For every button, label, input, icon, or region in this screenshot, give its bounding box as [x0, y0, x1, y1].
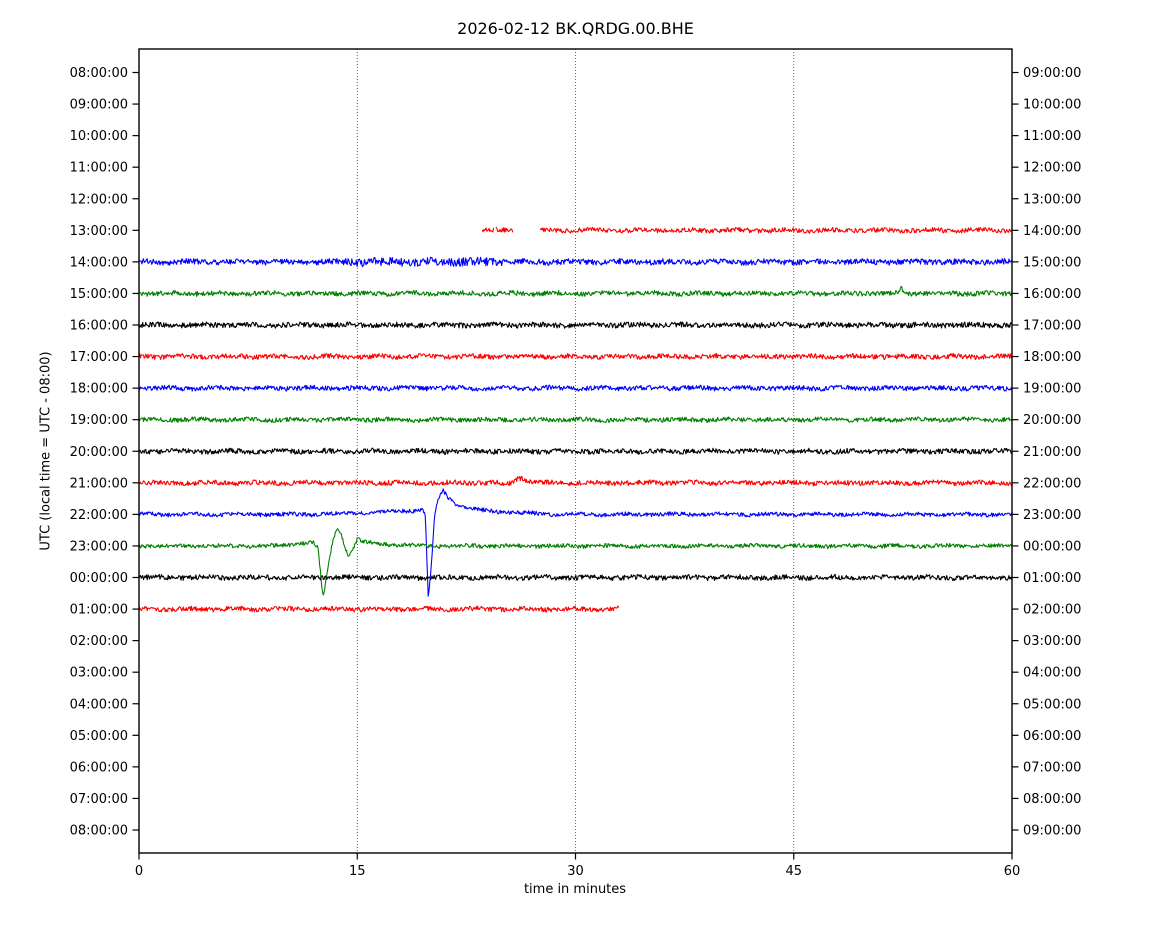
right-tick-label: 16:00:00 [1023, 287, 1081, 302]
x-tick-label: 30 [567, 864, 584, 879]
right-tick-label: 14:00:00 [1023, 224, 1081, 239]
right-tick-label: 21:00:00 [1023, 445, 1081, 460]
left-tick-label: 12:00:00 [70, 192, 128, 207]
x-tick-label: 15 [349, 864, 366, 879]
left-tick-label: 19:00:00 [70, 413, 128, 428]
left-tick-label: 16:00:00 [70, 319, 128, 334]
left-tick-label: 03:00:00 [70, 666, 128, 681]
left-tick-label: 21:00:00 [70, 476, 128, 491]
trace-21:00:00 [138, 475, 1013, 487]
trace-23:00:00 [138, 528, 1013, 596]
left-tick-label: 04:00:00 [70, 697, 128, 712]
left-tick-label: 01:00:00 [70, 603, 128, 618]
left-tick-label: 22:00:00 [70, 508, 128, 523]
left-tick-label: 11:00:00 [70, 161, 128, 176]
left-tick-label: 09:00:00 [70, 98, 128, 113]
right-tick-label: 03:00:00 [1023, 634, 1081, 649]
right-tick-label: 11:00:00 [1023, 129, 1081, 144]
left-tick-label: 06:00:00 [70, 760, 128, 775]
right-tick-label: 04:00:00 [1023, 666, 1081, 681]
right-tick-label: 00:00:00 [1023, 539, 1081, 554]
left-tick-label: 07:00:00 [70, 792, 128, 807]
right-tick-label: 05:00:00 [1023, 697, 1081, 712]
right-tick-label: 01:00:00 [1023, 571, 1081, 586]
right-tick-label: 22:00:00 [1023, 476, 1081, 491]
trace-19:00:00 [138, 416, 1013, 424]
trace-22:00:00 [138, 488, 1013, 597]
left-tick-label: 15:00:00 [70, 287, 128, 302]
left-tick-label: 14:00:00 [70, 255, 128, 270]
chart-title: 2026-02-12 BK.QRDG.00.BHE [457, 19, 694, 38]
right-tick-label: 20:00:00 [1023, 413, 1081, 428]
right-tick-label: 07:00:00 [1023, 760, 1081, 775]
x-tick-label: 0 [135, 864, 143, 879]
right-tick-label: 12:00:00 [1023, 161, 1081, 176]
trace-17:00:00 [138, 353, 1013, 361]
right-tick-label: 15:00:00 [1023, 255, 1081, 270]
right-tick-label: 19:00:00 [1023, 382, 1081, 397]
x-tick-label: 60 [1004, 864, 1021, 879]
left-tick-label: 02:00:00 [70, 634, 128, 649]
left-tick-label: 20:00:00 [70, 445, 128, 460]
right-tick-label: 10:00:00 [1023, 98, 1081, 113]
trace-13:00:00 [481, 226, 1013, 234]
trace-16:00:00 [138, 321, 1013, 329]
left-tick-label: 17:00:00 [70, 350, 128, 365]
trace-14:00:00 [138, 256, 1013, 268]
trace-20:00:00 [138, 447, 1013, 455]
left-tick-label: 08:00:00 [70, 824, 128, 839]
x-axis-label: time in minutes [523, 882, 627, 897]
trace-00:00:00 [138, 573, 1013, 582]
x-tick-label: 45 [785, 864, 802, 879]
right-tick-label: 23:00:00 [1023, 508, 1081, 523]
right-tick-label: 06:00:00 [1023, 729, 1081, 744]
left-tick-label: 08:00:00 [70, 66, 128, 81]
left-tick-label: 10:00:00 [70, 129, 128, 144]
left-tick-label: 23:00:00 [70, 539, 128, 554]
trace-15:00:00 [138, 285, 1013, 297]
right-tick-label: 02:00:00 [1023, 603, 1081, 618]
right-tick-label: 09:00:00 [1023, 824, 1081, 839]
left-tick-label: 13:00:00 [70, 224, 128, 239]
trace-01:00:00 [138, 605, 620, 613]
right-tick-label: 09:00:00 [1023, 66, 1081, 81]
right-tick-label: 17:00:00 [1023, 319, 1081, 334]
left-tick-label: 05:00:00 [70, 729, 128, 744]
left-tick-label: 18:00:00 [70, 382, 128, 397]
right-tick-label: 08:00:00 [1023, 792, 1081, 807]
right-tick-label: 18:00:00 [1023, 350, 1081, 365]
right-tick-label: 13:00:00 [1023, 192, 1081, 207]
trace-18:00:00 [138, 384, 1013, 392]
left-tick-label: 00:00:00 [70, 571, 128, 586]
